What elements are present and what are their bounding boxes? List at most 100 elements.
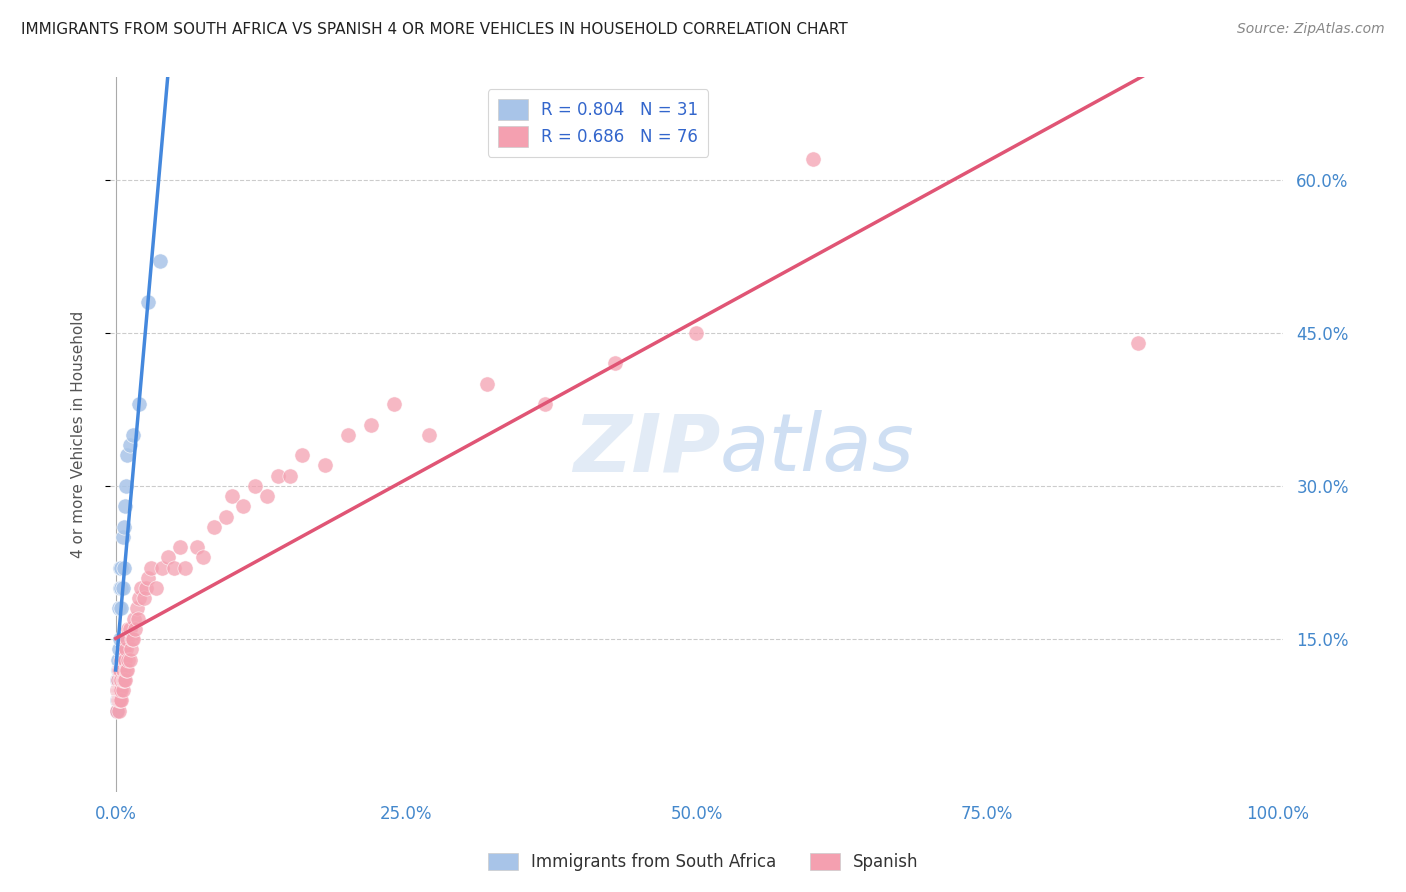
Point xyxy=(111,642,134,657)
Text: IMMIGRANTS FROM SOUTH AFRICA VS SPANISH 4 OR MORE VEHICLES IN HOUSEHOLD CORRELAT: IMMIGRANTS FROM SOUTH AFRICA VS SPANISH … xyxy=(21,22,848,37)
Point xyxy=(360,417,382,432)
Point xyxy=(685,326,707,340)
Point xyxy=(111,683,134,698)
Point xyxy=(121,632,143,646)
Point xyxy=(110,693,132,707)
Text: atlas: atlas xyxy=(720,410,915,488)
Point xyxy=(110,560,132,574)
Point xyxy=(105,693,128,707)
Point xyxy=(136,571,159,585)
Point xyxy=(105,683,128,698)
Point xyxy=(202,520,225,534)
Point xyxy=(112,642,135,657)
Point xyxy=(107,663,129,677)
Point xyxy=(111,581,134,595)
Point xyxy=(107,673,129,687)
Point xyxy=(174,560,197,574)
Point xyxy=(118,438,141,452)
Point xyxy=(114,632,136,646)
Point xyxy=(150,560,173,574)
Point xyxy=(108,683,131,698)
Point xyxy=(605,356,627,370)
Point xyxy=(110,581,132,595)
Point xyxy=(1126,335,1149,350)
Point xyxy=(110,601,132,615)
Point xyxy=(115,663,138,677)
Point xyxy=(108,663,131,677)
Point xyxy=(232,500,254,514)
Point xyxy=(418,428,440,442)
Legend: R = 0.804   N = 31, R = 0.686   N = 76: R = 0.804 N = 31, R = 0.686 N = 76 xyxy=(488,89,709,157)
Point xyxy=(186,540,208,554)
Point xyxy=(108,704,131,718)
Point xyxy=(129,581,152,595)
Point xyxy=(243,479,266,493)
Point xyxy=(191,550,214,565)
Point xyxy=(110,693,132,707)
Point xyxy=(110,652,132,666)
Point xyxy=(124,622,146,636)
Point xyxy=(120,642,142,657)
Point xyxy=(117,652,139,666)
Point xyxy=(156,550,179,565)
Point xyxy=(801,152,824,166)
Point xyxy=(107,693,129,707)
Point xyxy=(127,612,149,626)
Point xyxy=(105,704,128,718)
Point xyxy=(110,673,132,687)
Point xyxy=(110,581,132,595)
Point xyxy=(105,673,128,687)
Point xyxy=(111,663,134,677)
Point xyxy=(117,622,139,636)
Point xyxy=(110,663,132,677)
Point xyxy=(534,397,557,411)
Point xyxy=(139,560,162,574)
Legend: Immigrants from South Africa, Spanish: Immigrants from South Africa, Spanish xyxy=(479,845,927,880)
Point xyxy=(112,520,135,534)
Point xyxy=(107,652,129,666)
Point xyxy=(112,560,135,574)
Point xyxy=(278,468,301,483)
Point xyxy=(108,683,131,698)
Point xyxy=(122,632,145,646)
Point xyxy=(149,254,172,268)
Point xyxy=(118,652,141,666)
Point xyxy=(108,663,131,677)
Point xyxy=(117,632,139,646)
Text: ZIP: ZIP xyxy=(572,410,720,488)
Point xyxy=(114,500,136,514)
Point xyxy=(114,652,136,666)
Point xyxy=(145,581,167,595)
Point xyxy=(337,428,360,442)
Point xyxy=(215,509,238,524)
Point xyxy=(105,704,128,718)
Point xyxy=(107,683,129,698)
Y-axis label: 4 or more Vehicles in Household: 4 or more Vehicles in Household xyxy=(72,311,86,558)
Point xyxy=(118,622,141,636)
Point xyxy=(477,376,499,391)
Point xyxy=(169,540,191,554)
Point xyxy=(108,601,131,615)
Point xyxy=(117,663,139,677)
Point xyxy=(256,489,278,503)
Text: Source: ZipAtlas.com: Source: ZipAtlas.com xyxy=(1237,22,1385,37)
Point xyxy=(107,673,129,687)
Point xyxy=(110,673,132,687)
Point xyxy=(112,652,135,666)
Point xyxy=(112,673,135,687)
Point xyxy=(115,642,138,657)
Point xyxy=(125,601,148,615)
Point xyxy=(114,673,136,687)
Point xyxy=(108,642,131,657)
Point xyxy=(290,448,312,462)
Point xyxy=(107,683,129,698)
Point xyxy=(122,612,145,626)
Point xyxy=(117,448,139,462)
Point xyxy=(384,397,406,411)
Point xyxy=(128,397,150,411)
Point xyxy=(132,591,155,606)
Point xyxy=(115,479,138,493)
Point xyxy=(110,560,132,574)
Point xyxy=(105,683,128,698)
Point xyxy=(314,458,336,473)
